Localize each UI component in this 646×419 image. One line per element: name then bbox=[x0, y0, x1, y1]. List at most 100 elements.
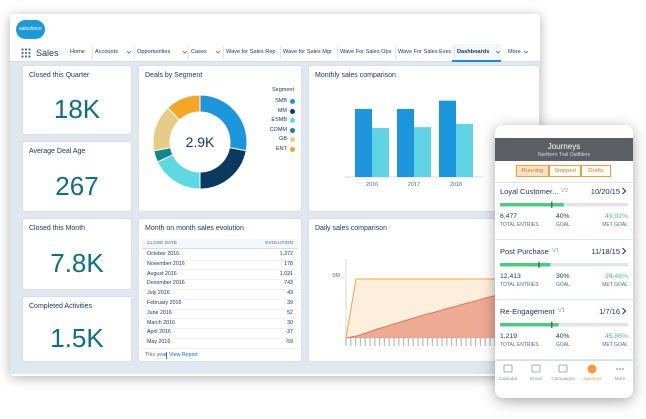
nav-tab[interactable]: Home bbox=[70, 49, 85, 55]
legend-title: Segment bbox=[271, 87, 294, 93]
stat-value: 39.46% bbox=[604, 273, 628, 280]
table-cell: February 2016 bbox=[147, 300, 182, 306]
journey-name[interactable]: Loyal Customer... bbox=[500, 187, 559, 196]
nav-icon bbox=[558, 364, 568, 373]
bottom-nav-label[interactable]: Calendar bbox=[498, 376, 518, 381]
logo bbox=[16, 20, 45, 39]
chart-title: Daily sales comparison bbox=[315, 225, 387, 232]
tab-separator bbox=[188, 46, 189, 59]
legend-swatch bbox=[290, 146, 295, 152]
progress-bar bbox=[500, 201, 628, 208]
row-divider bbox=[142, 337, 298, 339]
report-link[interactable]: View Report bbox=[169, 352, 198, 358]
journey-version: V1 bbox=[558, 308, 566, 314]
stat-value: 6,477 bbox=[500, 213, 518, 220]
panel bbox=[22, 65, 132, 135]
table-title: Month on month sales evolution bbox=[145, 225, 244, 232]
journey-date: 11/18/15 bbox=[591, 247, 620, 256]
chevron bbox=[622, 247, 627, 255]
bottom-nav-label[interactable]: More bbox=[614, 376, 626, 381]
y-tick-label: 5M bbox=[332, 273, 340, 280]
stat-label: MET GOAL bbox=[602, 282, 628, 288]
metric-value: 267 bbox=[55, 170, 99, 201]
table-cell: 1,021 bbox=[279, 270, 293, 277]
bar bbox=[372, 128, 389, 177]
table-cell: December 2016 bbox=[147, 280, 185, 287]
donut-center-label: 2.9K bbox=[185, 134, 215, 150]
row-divider bbox=[142, 279, 298, 281]
dropdown-chevron bbox=[182, 50, 188, 54]
phone-subtitle: Northern Trail Outfitters bbox=[538, 152, 590, 158]
tab-separator bbox=[134, 46, 135, 59]
row-divider bbox=[142, 259, 298, 261]
row-divider bbox=[142, 288, 298, 290]
tab-separator bbox=[395, 46, 396, 59]
stat-value: 12,413 bbox=[500, 273, 521, 280]
logo-text: salesforce bbox=[19, 26, 42, 32]
met-goal-bar bbox=[500, 323, 559, 327]
metric-title: Closed this Quarter bbox=[29, 72, 90, 79]
journey-version: V1 bbox=[552, 248, 560, 254]
panel bbox=[22, 141, 132, 212]
launcher-dot bbox=[21, 48, 24, 51]
dropdown-chevron bbox=[215, 50, 221, 54]
nav-tab[interactable]: Opportunities bbox=[137, 49, 171, 55]
table-cell: July 2016 bbox=[147, 290, 170, 297]
launcher-dot bbox=[28, 55, 31, 58]
tab-label: Running bbox=[521, 167, 544, 174]
legend-label: SMB bbox=[275, 98, 287, 104]
table-cell: 43 bbox=[287, 290, 293, 297]
nav-icon bbox=[616, 368, 618, 370]
metric-value: 7.8K bbox=[50, 248, 104, 278]
tab-separator bbox=[454, 46, 455, 59]
stat-label: TOTAL ENTRIES bbox=[500, 342, 539, 348]
journey-name[interactable]: Post Purchase bbox=[500, 247, 549, 256]
x-tick-label: 2018 bbox=[449, 182, 463, 188]
chevron bbox=[622, 307, 627, 315]
row-divider bbox=[142, 318, 298, 320]
nav-tab[interactable]: Wave for Sales Rep bbox=[226, 49, 276, 55]
panel bbox=[22, 296, 132, 362]
table-cell: 39 bbox=[287, 300, 293, 306]
bottom-nav-label[interactable]: Journeys bbox=[582, 376, 602, 381]
x-tick-label: 2017 bbox=[407, 182, 421, 188]
panel bbox=[22, 218, 132, 290]
chevron-icon bbox=[622, 187, 627, 195]
tab[interactable] bbox=[549, 165, 581, 177]
nav-tab[interactable]: Wave For Sales Exec bbox=[398, 49, 452, 55]
legend-label: ESMB bbox=[271, 117, 287, 123]
legend-label: ENT bbox=[276, 145, 287, 152]
journey-version: V2 bbox=[561, 188, 569, 194]
nav-tab[interactable]: Wave for Sales Mgr bbox=[283, 49, 332, 55]
nav-tab[interactable]: Wave For Sales Ops bbox=[340, 49, 392, 55]
launcher-dot bbox=[24, 51, 28, 55]
nav-icon bbox=[622, 368, 624, 370]
stat-label: TOTAL ENTRIES bbox=[500, 282, 539, 288]
nav-tab[interactable]: Accounts bbox=[95, 49, 119, 55]
bottom-nav-border bbox=[495, 360, 633, 361]
nav-tab[interactable]: Cases bbox=[191, 49, 207, 55]
legend-swatch bbox=[290, 118, 295, 123]
row-divider bbox=[142, 347, 298, 349]
tab[interactable] bbox=[581, 165, 611, 177]
nav-tab[interactable]: More bbox=[508, 49, 521, 55]
table-cell: 743 bbox=[284, 280, 293, 287]
tab[interactable] bbox=[516, 165, 549, 177]
legend-swatch bbox=[290, 108, 295, 114]
card-divider bbox=[495, 239, 633, 240]
chart-title: Deals by Segment bbox=[145, 72, 203, 79]
tab-separator bbox=[337, 46, 338, 59]
legend-swatch bbox=[290, 127, 295, 133]
nav-tab[interactable]: Dashboards bbox=[457, 49, 490, 55]
legend-swatch bbox=[290, 137, 295, 142]
journey-name[interactable]: Re-Engagement bbox=[500, 307, 555, 316]
nav-icon bbox=[503, 364, 513, 373]
bottom-nav-label[interactable]: Campaigns bbox=[551, 376, 575, 381]
chevron-icon bbox=[622, 307, 627, 315]
bottom-nav-label[interactable]: Email bbox=[530, 376, 542, 381]
dropdown-chevron bbox=[126, 50, 132, 54]
card-divider bbox=[495, 359, 633, 360]
